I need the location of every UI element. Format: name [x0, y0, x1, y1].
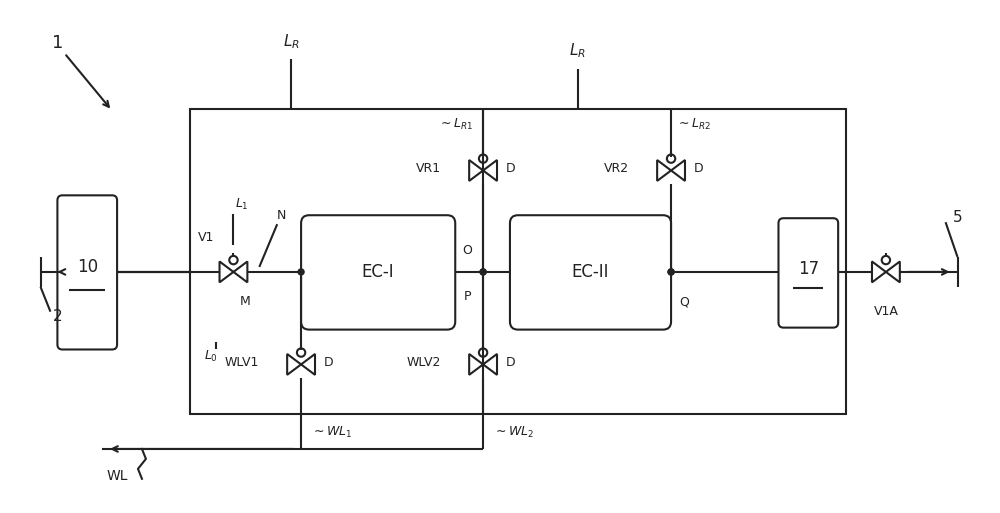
Text: 17: 17: [798, 260, 819, 278]
FancyBboxPatch shape: [57, 195, 117, 349]
Text: EC-II: EC-II: [572, 263, 609, 282]
FancyBboxPatch shape: [778, 218, 838, 328]
Circle shape: [480, 269, 486, 275]
Text: V1A: V1A: [873, 305, 898, 318]
Text: VR1: VR1: [416, 162, 441, 175]
Text: 5: 5: [953, 210, 962, 225]
Text: O: O: [462, 244, 472, 256]
Text: D: D: [694, 162, 704, 175]
Text: $L_R$: $L_R$: [283, 32, 300, 50]
Text: EC-I: EC-I: [362, 263, 394, 282]
Text: D: D: [324, 356, 334, 369]
Circle shape: [298, 269, 304, 275]
Bar: [190, 109, 846, 414]
FancyBboxPatch shape: [510, 215, 671, 329]
Circle shape: [480, 269, 486, 275]
Text: $L_0$: $L_0$: [204, 349, 218, 364]
Text: $\sim L_{R1}$: $\sim L_{R1}$: [438, 117, 473, 132]
Text: $L_1$: $L_1$: [235, 196, 248, 212]
Text: P: P: [463, 290, 471, 303]
Text: WLV1: WLV1: [225, 356, 259, 369]
Text: $L_R$: $L_R$: [569, 42, 586, 61]
Text: 10: 10: [77, 259, 98, 277]
Text: 1: 1: [52, 34, 63, 52]
Circle shape: [668, 269, 674, 275]
FancyBboxPatch shape: [301, 215, 455, 329]
Text: WL: WL: [106, 469, 128, 483]
Text: Q: Q: [679, 295, 689, 308]
Text: 2: 2: [53, 309, 62, 324]
Text: D: D: [506, 356, 516, 369]
Text: M: M: [240, 295, 251, 308]
Text: V1: V1: [197, 231, 214, 244]
Text: $\sim WL_1$: $\sim WL_1$: [311, 424, 352, 440]
Text: VR2: VR2: [604, 162, 629, 175]
Text: $\sim L_{R2}$: $\sim L_{R2}$: [676, 117, 711, 132]
Text: WLV2: WLV2: [407, 356, 441, 369]
Text: $\sim WL_2$: $\sim WL_2$: [493, 424, 534, 440]
Circle shape: [668, 269, 674, 275]
Text: N: N: [277, 209, 286, 222]
Text: D: D: [506, 162, 516, 175]
